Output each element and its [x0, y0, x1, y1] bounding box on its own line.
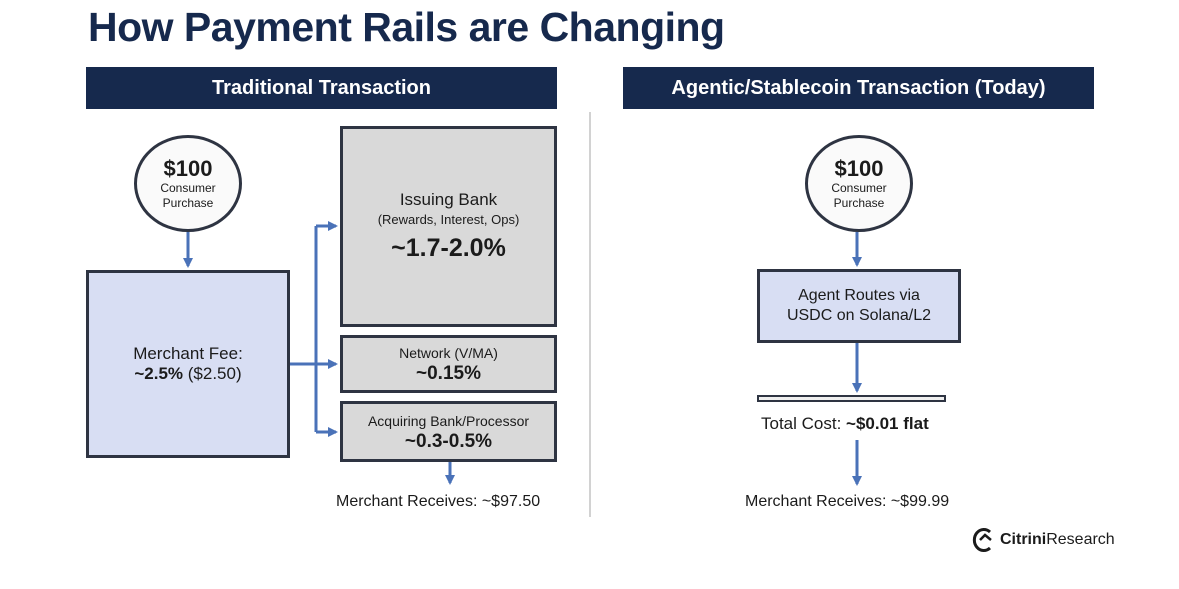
- total-cost-label: Total Cost:: [761, 414, 842, 433]
- merchant-fee-amount: ($2.50): [187, 364, 242, 383]
- agentic-purchase-line2: Purchase: [833, 195, 885, 210]
- acquiring-label: Acquiring Bank/Processor: [367, 412, 530, 429]
- agent-route-box: Agent Routes via USDC on Solana/L2: [757, 269, 961, 343]
- merchant-fee-label: Merchant Fee:: [133, 344, 243, 363]
- agentic-purchase-circle: $100 Consumer Purchase: [805, 135, 913, 232]
- citrini-logo-icon: [972, 528, 992, 552]
- traditional-merchant-receives: Merchant Receives: ~$97.50: [336, 493, 541, 510]
- agentic-purchase-amount: $100: [834, 155, 884, 181]
- agentic-header: Agentic/Stablecoin Transaction (Today): [623, 67, 1094, 109]
- purchase-amount: $100: [163, 155, 213, 181]
- agentic-purchase-line1: Consumer: [831, 180, 887, 195]
- total-cost-value: ~$0.01 flat: [846, 414, 929, 433]
- issuing-bank-rate: ~1.7-2.0%: [391, 234, 506, 262]
- consumer-purchase-circle: $100 Consumer Purchase: [134, 135, 242, 232]
- page-title: How Payment Rails are Changing: [88, 4, 725, 50]
- agentic-merchant-receives: Merchant Receives: ~$99.99: [745, 493, 950, 510]
- merchant-fee-rate: ~2.5%: [134, 364, 184, 383]
- brand-suffix: Research: [1046, 531, 1115, 548]
- brand-prefix: Citrini: [1000, 531, 1047, 548]
- acquiring-box: Acquiring Bank/Processor ~0.3-0.5%: [340, 401, 557, 462]
- network-rate: ~0.15%: [416, 363, 481, 384]
- issuing-bank-label: Issuing Bank: [399, 190, 498, 209]
- brand-logo: Citrini Research: [972, 527, 1115, 553]
- section-divider: [589, 112, 591, 517]
- merchant-fee-box: Merchant Fee: ~2.5% ($2.50): [86, 270, 290, 458]
- total-cost-bar: [757, 395, 946, 402]
- agent-route-line2: USDC on Solana/L2: [786, 307, 932, 324]
- agent-route-line1: Agent Routes via: [798, 287, 920, 304]
- issuing-bank-box: Issuing Bank (Rewards, Interest, Ops) ~1…: [340, 126, 557, 327]
- traditional-header: Traditional Transaction: [86, 67, 557, 109]
- purchase-label-line2: Purchase: [162, 195, 214, 210]
- purchase-label-line1: Consumer: [160, 180, 216, 195]
- network-label: Network (V/MA): [399, 345, 498, 361]
- network-box: Network (V/MA) ~0.15%: [340, 335, 557, 393]
- acquiring-rate: ~0.3-0.5%: [404, 430, 493, 452]
- total-cost: Total Cost: ~$0.01 flat: [761, 414, 929, 434]
- issuing-bank-detail: (Rewards, Interest, Ops): [377, 212, 520, 227]
